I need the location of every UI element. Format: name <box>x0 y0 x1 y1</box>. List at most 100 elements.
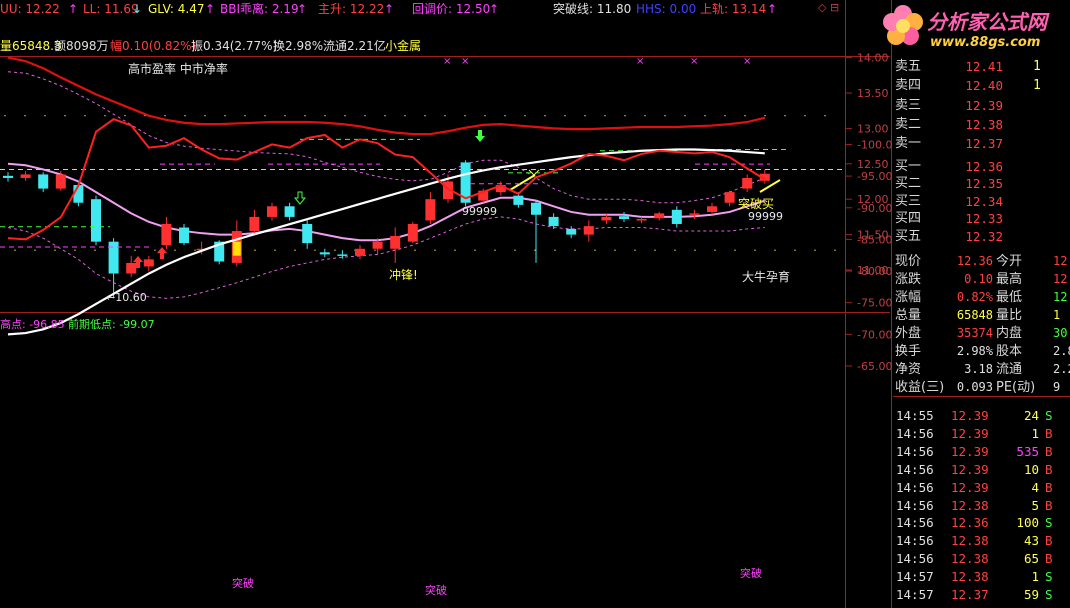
sub-axis-label: -90.00 <box>857 202 892 215</box>
dot-row <box>4 114 6 117</box>
dot-row <box>624 114 626 117</box>
info-row[interactable]: 现价 12.36 今开 12 <box>893 253 1070 271</box>
info-row[interactable]: 外盘 35374 内盘 30 <box>893 325 1070 343</box>
order-price: 12.40 <box>965 78 1003 94</box>
dot-row <box>674 249 676 251</box>
dot-row <box>784 114 786 117</box>
flower-logo-icon <box>883 5 923 45</box>
summary-value-1: 额8098万 <box>54 39 109 53</box>
x-marker: × <box>443 56 451 67</box>
dot-row <box>204 114 206 117</box>
candle-body <box>319 252 330 255</box>
info-row[interactable]: 总量 65848 量比 1 <box>893 307 1070 325</box>
tick-price: 12.39 <box>951 461 989 477</box>
info-row[interactable]: 涨跌 0.10 最高 12 <box>893 271 1070 289</box>
yellow-signal-line <box>759 179 781 193</box>
dot-row <box>24 114 26 117</box>
tick-row[interactable]: 14:57 12.37 59 S <box>893 586 1070 604</box>
yellow-signal-line <box>509 174 536 191</box>
tick-row[interactable]: 14:56 12.39 1 B <box>893 425 1070 443</box>
candle-body <box>372 241 383 249</box>
breakout-label-2: 突破 <box>425 584 447 597</box>
tick-row[interactable]: 14:56 12.39 4 B <box>893 479 1070 497</box>
tick-price: 12.38 <box>951 551 989 567</box>
tick-row[interactable]: 14:57 12.38 1 S <box>893 568 1070 586</box>
dot-row <box>514 249 516 251</box>
candle-body <box>742 177 753 189</box>
value-99999-b: 99999 <box>748 210 783 223</box>
low-price-label: ←10.60 <box>106 291 147 304</box>
dot-row <box>134 249 136 251</box>
sub-axis-label: -75.00 <box>857 297 892 310</box>
dot-row <box>654 249 656 251</box>
info-label: 最低 <box>996 290 1023 305</box>
tick-volume: 10 <box>1023 461 1039 477</box>
tick-row[interactable]: 14:56 12.39 10 B <box>893 461 1070 479</box>
info-label: 涨幅 <box>895 290 922 305</box>
dot-row <box>194 249 196 251</box>
sell-order-row[interactable]: 卖一 12.37 <box>893 135 1070 153</box>
tick-volume: 65 <box>1023 551 1039 567</box>
tick-row[interactable]: 14:56 12.39 535 B <box>893 443 1070 461</box>
tick-volume: 43 <box>1023 533 1039 549</box>
sell-order-row[interactable]: 卖四 12.40 1 <box>893 77 1070 95</box>
hollow-down-arrow-icon <box>293 191 307 205</box>
info-label: 最高 <box>996 272 1023 287</box>
dot-row <box>764 114 766 117</box>
dot-row <box>564 114 566 117</box>
candle-body <box>495 185 506 193</box>
dot-row <box>44 114 46 117</box>
pe-label: 高市盈率 中市净率 <box>128 62 228 76</box>
info-row[interactable]: 换手 2.98%股本 2.8 <box>893 343 1070 361</box>
info-row[interactable]: 收益(三) 0.093 PE(动) 9 <box>893 379 1070 397</box>
tick-row[interactable]: 14:55 12.39 24 S <box>893 407 1070 425</box>
red-up-arrow-icon <box>133 256 143 268</box>
buy-order-row[interactable]: 买五 12.32 <box>893 228 1070 246</box>
info-value: 1 <box>1053 308 1061 322</box>
candle-body <box>425 199 436 221</box>
order-price: 12.33 <box>965 211 1003 227</box>
sell-order-row[interactable]: 卖二 12.38 <box>893 116 1070 134</box>
candle-body <box>302 223 313 244</box>
candle-body <box>55 174 66 189</box>
dot-row <box>124 114 126 117</box>
tick-row[interactable]: 14:56 12.38 5 B <box>893 497 1070 515</box>
buy-order-row[interactable]: 买四 12.33 <box>893 210 1070 228</box>
indicator-value-6: BBI乖离: 2.19 <box>220 2 299 16</box>
sell-order-row[interactable]: 卖三 12.39 <box>893 97 1070 115</box>
info-row[interactable]: 涨幅 0.82% 最低 12 <box>893 289 1070 307</box>
candle-body <box>707 206 717 212</box>
dot-row <box>54 249 56 251</box>
sell-order-row[interactable]: 卖五 12.41 1 <box>893 58 1070 76</box>
tick-price: 12.38 <box>951 533 989 549</box>
tick-row[interactable]: 14:56 12.38 43 B <box>893 532 1070 550</box>
tick-row[interactable]: 14:56 12.36 100 S <box>893 514 1070 532</box>
summary-value-4: 换2.98% <box>273 39 324 53</box>
tick-flag: S <box>1045 515 1053 531</box>
candle-body <box>337 254 348 256</box>
dot-row <box>74 249 76 251</box>
dot-row <box>744 114 746 117</box>
tick-time: 14:56 <box>896 479 934 495</box>
indicator-value-15: ↑ <box>767 2 778 16</box>
order-label: 买二 <box>895 176 922 192</box>
dot-row <box>244 114 246 117</box>
indicator-value-2: LL: 11.69 <box>83 2 139 16</box>
buy-order-row[interactable]: 买三 12.34 <box>893 193 1070 211</box>
tick-row[interactable]: 14:56 12.38 65 B <box>893 550 1070 568</box>
indicator-value-10: 回调价: 12.50 <box>412 2 491 16</box>
candle-body <box>143 259 154 267</box>
tick-flag: B <box>1045 533 1053 549</box>
dot-row <box>424 114 426 117</box>
buy-order-row[interactable]: 买一 12.36 <box>893 158 1070 176</box>
main-axis-label: 12.50 <box>857 158 889 171</box>
candle-body <box>126 262 137 274</box>
dot-row <box>574 249 576 251</box>
order-label: 买一 <box>895 158 922 174</box>
buy-order-row[interactable]: 买二 12.35 <box>893 175 1070 193</box>
info-value: 9 <box>1053 380 1061 394</box>
window-controls-icon[interactable]: ◇ ⊟ <box>818 1 840 14</box>
tick-price: 12.38 <box>951 569 989 585</box>
